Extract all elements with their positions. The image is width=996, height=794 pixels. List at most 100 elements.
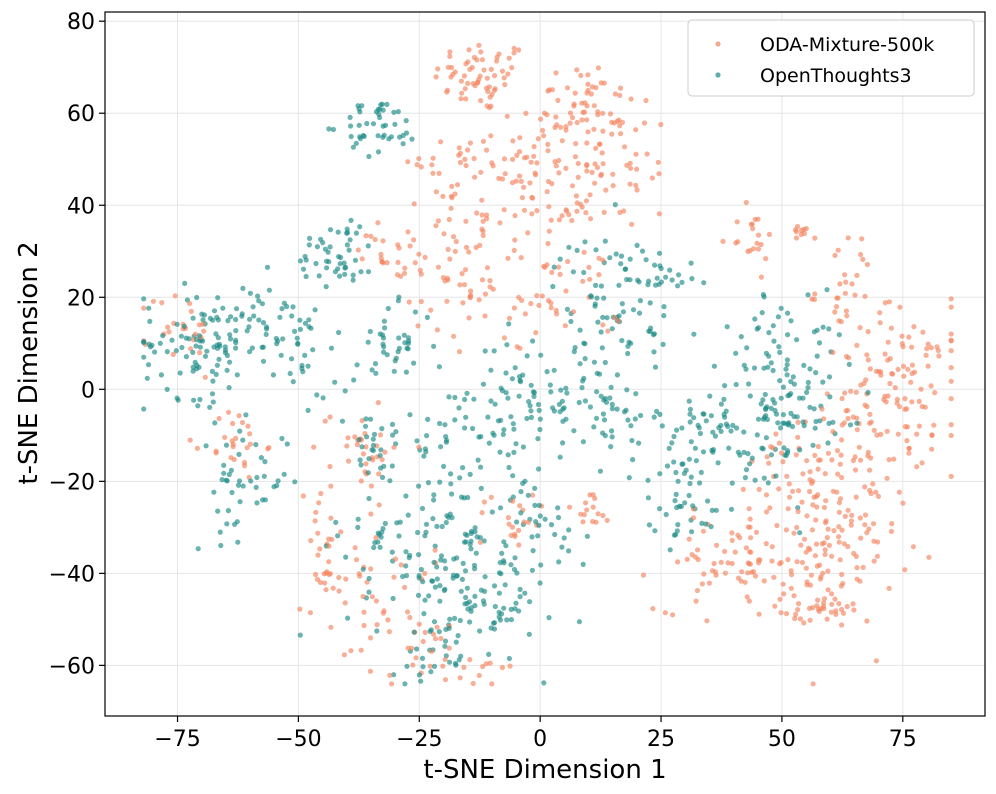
openthoughts3-point (790, 374, 796, 380)
oda-mixture-point (368, 483, 374, 489)
oda-mixture-point (901, 373, 907, 379)
oda-mixture-point (575, 160, 581, 167)
openthoughts3-point (495, 418, 501, 424)
oda-mixture-point (461, 664, 467, 671)
oda-mixture-point (711, 560, 717, 567)
oda-mixture-point (563, 207, 569, 213)
oda-mixture-point (516, 542, 522, 548)
openthoughts3-point (215, 335, 221, 341)
openthoughts3-point (518, 489, 524, 495)
openthoughts3-point (379, 529, 385, 535)
oda-mixture-point (627, 160, 633, 166)
openthoughts3-point (233, 306, 240, 312)
openthoughts3-point (363, 416, 369, 422)
openthoughts3-point (234, 519, 240, 525)
x-tick-label: −25 (396, 727, 442, 752)
oda-mixture-point (836, 524, 842, 530)
openthoughts3-point (712, 433, 719, 439)
openthoughts3-point (576, 399, 582, 406)
openthoughts3-point (650, 332, 657, 338)
openthoughts3-point (259, 301, 265, 307)
oda-mixture-point (859, 236, 865, 242)
oda-mixture-point (756, 611, 762, 617)
openthoughts3-point (197, 396, 203, 403)
openthoughts3-point (595, 319, 601, 325)
openthoughts3-point (814, 353, 820, 359)
openthoughts3-point (225, 318, 231, 324)
openthoughts3-point (550, 283, 556, 290)
openthoughts3-point (350, 272, 356, 278)
openthoughts3-point (384, 101, 390, 107)
oda-mixture-point (456, 349, 463, 355)
oda-mixture-point (451, 234, 457, 240)
oda-mixture-point (420, 638, 426, 645)
openthoughts3-point (457, 475, 463, 481)
oda-mixture-point (361, 622, 367, 629)
oda-mixture-point (795, 419, 801, 425)
oda-mixture-point (929, 432, 935, 438)
oda-mixture-point (559, 138, 565, 144)
openthoughts3-point (366, 153, 372, 160)
oda-mixture-point (763, 492, 770, 498)
openthoughts3-point (593, 282, 599, 288)
oda-mixture-point (545, 178, 552, 185)
openthoughts3-point (503, 370, 509, 376)
openthoughts3-point (686, 492, 692, 499)
oda-mixture-point (499, 176, 506, 182)
oda-mixture-point (948, 473, 954, 479)
openthoughts3-point (209, 368, 215, 374)
oda-mixture-point (729, 530, 735, 536)
openthoughts3-point (454, 573, 460, 579)
oda-mixture-point (891, 456, 897, 462)
oda-mixture-point (808, 572, 815, 578)
oda-mixture-point (747, 516, 753, 522)
openthoughts3-point (794, 414, 800, 420)
openthoughts3-point (427, 628, 433, 635)
openthoughts3-point (667, 547, 673, 553)
oda-mixture-point (541, 263, 547, 269)
openthoughts3-point (364, 434, 370, 440)
openthoughts3-point (651, 414, 657, 420)
oda-mixture-point (506, 315, 513, 321)
openthoughts3-point (747, 461, 753, 467)
oda-mixture-point (522, 311, 529, 317)
openthoughts3-point (624, 387, 630, 393)
openthoughts3-point (765, 480, 771, 486)
openthoughts3-point (588, 294, 595, 300)
openthoughts3-point (516, 374, 523, 380)
oda-mixture-point (453, 238, 459, 245)
openthoughts3-point (228, 467, 234, 473)
openthoughts3-point (292, 328, 298, 334)
oda-mixture-point (772, 603, 778, 609)
openthoughts3-point (669, 277, 675, 283)
openthoughts3-point (508, 414, 514, 420)
openthoughts3-point (625, 417, 631, 423)
oda-mixture-point (460, 300, 466, 306)
oda-mixture-point (883, 399, 889, 405)
oda-mixture-point (583, 198, 590, 204)
openthoughts3-point (256, 317, 262, 323)
openthoughts3-point (778, 305, 784, 311)
openthoughts3-point (431, 492, 437, 498)
oda-mixture-point (415, 323, 421, 329)
openthoughts3-point (432, 584, 438, 590)
openthoughts3-point (146, 341, 152, 347)
openthoughts3-point (669, 440, 675, 446)
oda-mixture-point (858, 457, 864, 463)
oda-mixture-point (480, 663, 486, 670)
openthoughts3-point (211, 308, 218, 314)
openthoughts3-point (482, 348, 488, 354)
openthoughts3-point (555, 505, 561, 511)
openthoughts3-point (371, 544, 377, 551)
openthoughts3-point (785, 332, 791, 338)
openthoughts3-point (805, 379, 811, 386)
oda-mixture-point (836, 500, 843, 506)
openthoughts3-point (735, 449, 741, 455)
oda-mixture-point (514, 344, 520, 350)
oda-mixture-point (918, 386, 924, 392)
openthoughts3-point (498, 571, 504, 577)
oda-mixture-point (510, 498, 516, 504)
oda-mixture-point (592, 161, 598, 167)
oda-mixture-point (852, 467, 859, 473)
openthoughts3-point (209, 391, 216, 397)
